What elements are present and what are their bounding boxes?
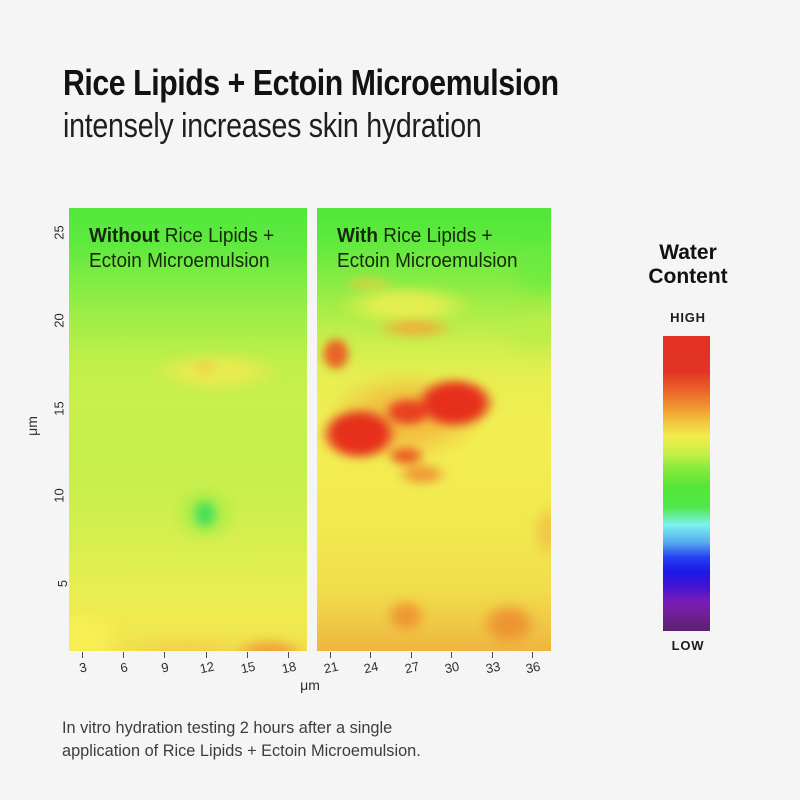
x-tick-mark (491, 652, 493, 658)
page-title: Rice Lipids + Ectoin Microemulsion (63, 62, 559, 103)
legend-title: Water Content (648, 241, 728, 288)
heat-blob (274, 648, 307, 651)
heatmap-panel-without: Without Rice Lipids + Ectoin Microemulsi… (69, 208, 307, 676)
panel-label-without: Without Rice Lipids + Ectoin Microemulsi… (89, 224, 274, 274)
x-tick-mark (246, 652, 248, 658)
panel-label-with: With Rice Lipids + Ectoin Microemulsion (337, 224, 518, 274)
x-tick-label: 33 (484, 658, 502, 677)
x-tick-label: 3 (77, 659, 89, 676)
x-tick-label: 27 (403, 658, 421, 677)
legend-colorbar (663, 336, 710, 631)
y-tick-label: 10 (51, 488, 67, 503)
x-tick-label: 6 (119, 659, 130, 676)
x-tick-mark (205, 652, 207, 658)
header: Rice Lipids + Ectoin Microemulsion inten… (63, 60, 653, 147)
heatmap-with-blobs (317, 208, 551, 651)
x-tick-mark (370, 652, 372, 658)
y-tick-label: 20 (51, 313, 67, 328)
panel-label-with-rest: Rice Lipids + (377, 225, 493, 247)
heat-blob (466, 592, 551, 651)
x-axis-ticks-with: 21 24 27 30 33 36 (317, 651, 551, 691)
heat-blob (407, 371, 504, 434)
panel-label-without-line2: Ectoin Microemulsion (89, 250, 270, 272)
heatmap-without: Without Rice Lipids + Ectoin Microemulsi… (69, 208, 307, 651)
panel-label-without-rest: Rice Lipids + (159, 225, 275, 247)
heat-blob (184, 354, 225, 381)
heatmap-with: With Rice Lipids + Ectoin Microemulsion (317, 208, 551, 651)
heat-blob (357, 311, 474, 344)
panel-label-with-line2: Ectoin Microemulsion (337, 250, 518, 272)
x-tick-mark (123, 652, 125, 658)
x-tick-mark (164, 652, 166, 658)
x-tick-label: 12 (197, 658, 216, 677)
x-tick-label: 36 (524, 658, 542, 677)
page-subtitle: intensely increases skin hydration (63, 107, 482, 145)
heat-blob (184, 489, 225, 538)
x-tick-mark (82, 652, 84, 658)
footnote: In vitro hydration testing 2 hours after… (62, 716, 421, 762)
heat-blob (328, 271, 409, 296)
heatmap-panel-with: With Rice Lipids + Ectoin Microemulsion … (317, 208, 551, 676)
x-tick-mark (532, 652, 534, 658)
heatmap-without-blobs (69, 208, 307, 651)
x-tick-label: 18 (280, 658, 298, 677)
panel-label-with-emphasis: With (337, 225, 378, 247)
heat-blob (523, 491, 551, 572)
x-tick-mark (410, 652, 412, 658)
x-tick-label: 30 (443, 658, 461, 677)
heat-blob (317, 646, 551, 651)
x-tick-label: 21 (322, 658, 340, 677)
footnote-line2: application of Rice Lipids + Ectoin Micr… (62, 741, 421, 760)
legend-high-label: HIGH (670, 310, 706, 325)
y-tick-label: 5 (54, 579, 70, 588)
legend-low-label: LOW (671, 638, 705, 653)
heat-blob (384, 455, 461, 492)
x-axis-label: μm (300, 677, 320, 693)
y-axis-label: μm (24, 416, 40, 436)
x-tick-mark (287, 652, 289, 658)
x-axis-ticks-without: 3 6 9 12 15 18 (69, 651, 307, 691)
heat-blob (213, 629, 307, 651)
heat-blob (375, 589, 436, 642)
x-tick-label: 15 (239, 658, 257, 677)
y-tick-label: 25 (51, 225, 67, 240)
panel-label-without-emphasis: Without (89, 225, 160, 247)
heatmap-without-base (69, 208, 307, 651)
footnote-line1: In vitro hydration testing 2 hours after… (62, 718, 393, 737)
x-tick-label: 9 (160, 659, 171, 676)
x-tick-mark (451, 652, 453, 658)
y-axis-ticks: 25 20 15 10 5 (40, 208, 75, 651)
x-tick-mark (329, 652, 331, 658)
x-tick-label: 24 (362, 658, 380, 677)
y-tick-label: 15 (51, 400, 67, 416)
